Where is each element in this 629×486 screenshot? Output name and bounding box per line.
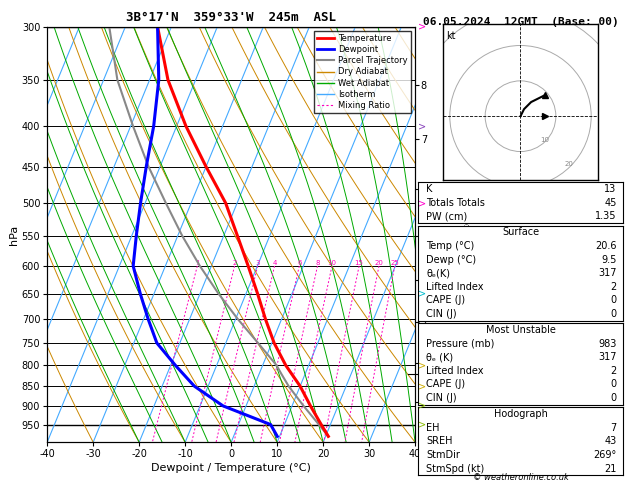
Legend: Temperature, Dewpoint, Parcel Trajectory, Dry Adiabat, Wet Adiabat, Isotherm, Mi: Temperature, Dewpoint, Parcel Trajectory… — [314, 31, 411, 113]
Text: 983: 983 — [598, 339, 616, 348]
Text: 30: 30 — [588, 185, 597, 191]
Text: 7: 7 — [610, 423, 616, 433]
Text: 45: 45 — [604, 198, 616, 208]
Text: >: > — [418, 121, 426, 131]
Text: Surface: Surface — [502, 227, 539, 237]
Text: 269°: 269° — [593, 450, 616, 460]
Text: PW (cm): PW (cm) — [426, 211, 468, 221]
Text: 317: 317 — [598, 352, 616, 362]
Text: >: > — [418, 401, 426, 411]
Text: Pressure (mb): Pressure (mb) — [426, 339, 495, 348]
Text: 21: 21 — [604, 464, 616, 473]
Text: >: > — [418, 419, 426, 430]
Text: Hodograph: Hodograph — [494, 409, 547, 419]
Text: θₑ (K): θₑ (K) — [426, 352, 454, 362]
Text: 10: 10 — [328, 260, 337, 266]
Text: 1.35: 1.35 — [595, 211, 616, 221]
Text: 6: 6 — [297, 260, 301, 266]
Text: 9.5: 9.5 — [601, 255, 616, 264]
X-axis label: Dewpoint / Temperature (°C): Dewpoint / Temperature (°C) — [151, 463, 311, 473]
Text: θₑ(K): θₑ(K) — [426, 268, 450, 278]
Text: Most Unstable: Most Unstable — [486, 325, 555, 335]
Text: >: > — [418, 289, 426, 298]
Text: >: > — [418, 381, 426, 391]
Text: CIN (J): CIN (J) — [426, 393, 457, 403]
Text: >: > — [418, 198, 426, 208]
Text: >: > — [418, 360, 426, 370]
Text: 0: 0 — [611, 380, 616, 389]
Title: 3B°17'N  359°33'W  245m  ASL: 3B°17'N 359°33'W 245m ASL — [126, 11, 336, 24]
Text: 0: 0 — [611, 309, 616, 319]
Text: LCL: LCL — [422, 369, 437, 378]
Text: StmSpd (kt): StmSpd (kt) — [426, 464, 485, 473]
Text: CAPE (J): CAPE (J) — [426, 380, 465, 389]
Text: >: > — [418, 22, 426, 32]
Text: Totals Totals: Totals Totals — [426, 198, 486, 208]
Text: 8: 8 — [315, 260, 320, 266]
Text: 2: 2 — [610, 282, 616, 292]
Text: 20.6: 20.6 — [595, 241, 616, 251]
Text: kt: kt — [446, 31, 455, 40]
Text: 10: 10 — [540, 137, 549, 143]
Text: CIN (J): CIN (J) — [426, 309, 457, 319]
Y-axis label: hPa: hPa — [9, 225, 19, 244]
Text: 2: 2 — [232, 260, 237, 266]
Text: Temp (°C): Temp (°C) — [426, 241, 475, 251]
Text: Mixing Ratio (g/kg): Mixing Ratio (g/kg) — [463, 215, 472, 295]
Text: StmDir: StmDir — [426, 450, 460, 460]
Text: 25: 25 — [391, 260, 399, 266]
Text: EH: EH — [426, 423, 440, 433]
Text: K: K — [426, 184, 433, 194]
Text: 3: 3 — [255, 260, 260, 266]
Text: CAPE (J): CAPE (J) — [426, 295, 465, 305]
Text: 43: 43 — [604, 436, 616, 446]
Text: Lifted Index: Lifted Index — [426, 366, 484, 376]
Text: 0: 0 — [611, 295, 616, 305]
Text: SREH: SREH — [426, 436, 453, 446]
Text: 06.05.2024  12GMT  (Base: 00): 06.05.2024 12GMT (Base: 00) — [423, 17, 618, 27]
Text: 20: 20 — [374, 260, 384, 266]
Text: Dewp (°C): Dewp (°C) — [426, 255, 477, 264]
Text: 15: 15 — [355, 260, 364, 266]
Text: 1: 1 — [195, 260, 199, 266]
Y-axis label: km
ASL: km ASL — [430, 226, 452, 243]
Text: 2: 2 — [610, 366, 616, 376]
Text: 4: 4 — [272, 260, 277, 266]
Text: © weatheronline.co.uk: © weatheronline.co.uk — [472, 473, 569, 482]
Text: 20: 20 — [564, 161, 573, 167]
Text: 0: 0 — [611, 393, 616, 403]
Text: 13: 13 — [604, 184, 616, 194]
Text: 317: 317 — [598, 268, 616, 278]
Text: Lifted Index: Lifted Index — [426, 282, 484, 292]
